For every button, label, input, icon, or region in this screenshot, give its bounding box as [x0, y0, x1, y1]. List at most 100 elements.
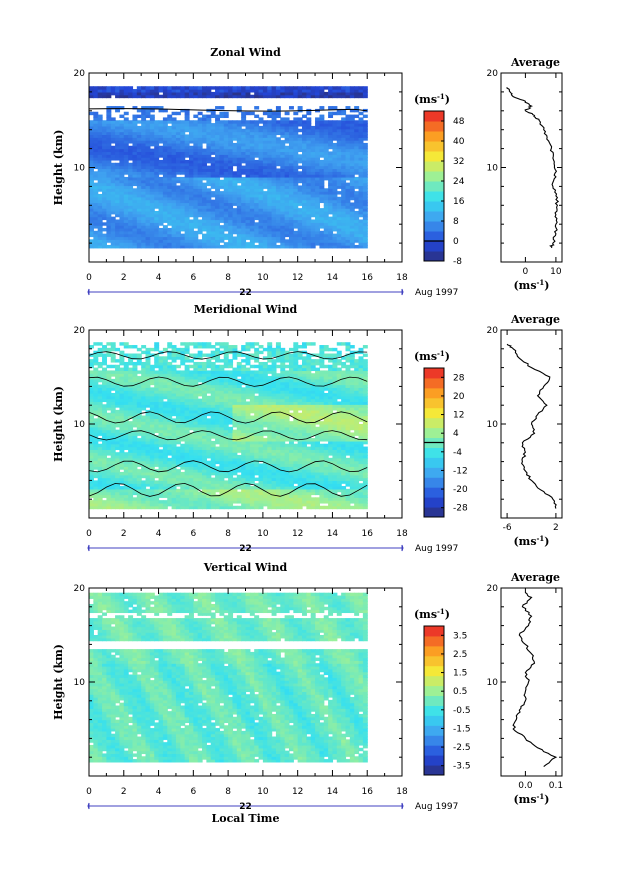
heatmap-cell	[145, 123, 151, 127]
heatmap-cell	[132, 497, 138, 501]
heatmap-cell	[319, 244, 325, 249]
heatmap-cell	[136, 142, 142, 147]
heatmap-cell	[332, 148, 338, 153]
heatmap-cell	[302, 222, 307, 226]
heatmap-cell	[319, 239, 325, 243]
heatmap-cell	[341, 244, 347, 249]
heatmap-cell	[254, 94, 260, 99]
heatmap-cell	[341, 196, 347, 201]
heatmap-cell	[193, 213, 199, 218]
heatmap-cell	[315, 94, 321, 99]
heatmap-cell	[328, 89, 334, 93]
heatmap-cell	[89, 213, 94, 218]
heatmap-cell	[184, 242, 190, 246]
heatmap-cell	[336, 148, 342, 153]
heatmap-cell	[171, 117, 177, 121]
heatmap-cell	[236, 210, 242, 215]
colorbar-segment	[424, 171, 444, 182]
heatmap-cell	[275, 219, 281, 223]
heatmap-cell	[89, 94, 94, 99]
heatmap-cell	[236, 185, 242, 189]
heatmap-cell	[275, 140, 281, 144]
heatmap-cell	[306, 148, 312, 153]
heatmap-cell	[202, 148, 207, 153]
heatmap-cell	[215, 185, 221, 189]
heatmap-cell	[141, 176, 147, 181]
heatmap-cell	[245, 185, 251, 189]
heatmap-cell	[288, 199, 294, 204]
heatmap-cell	[206, 179, 212, 184]
heatmap-cell	[219, 140, 225, 144]
heatmap-cell	[267, 179, 273, 184]
heatmap-cell	[97, 91, 103, 96]
heatmap-cell	[267, 168, 273, 172]
heatmap-cell	[93, 123, 99, 127]
heatmap-cell	[145, 196, 151, 201]
heatmap-cell	[262, 176, 268, 181]
heatmap-cell	[328, 106, 334, 110]
heatmap-cell	[145, 502, 151, 507]
heatmap-cell	[145, 142, 151, 147]
heatmap-cell	[232, 176, 238, 181]
heatmap-cell	[293, 157, 299, 161]
heatmap-cell	[210, 162, 216, 167]
heatmap-cell	[97, 227, 103, 232]
heatmap-cell	[145, 159, 151, 164]
heatmap-cell	[262, 154, 268, 158]
heatmap-cell	[210, 140, 216, 144]
heatmap-cell	[228, 233, 234, 238]
heatmap-cell	[219, 125, 225, 130]
heatmap-cell	[302, 131, 307, 136]
heatmap-cell	[206, 120, 212, 124]
heatmap-cell	[332, 196, 338, 201]
heatmap-cell	[119, 94, 125, 99]
heatmap-cell	[315, 225, 321, 229]
heatmap-cell	[106, 159, 112, 164]
heatmap-cell	[167, 159, 173, 164]
heatmap-cell	[89, 91, 94, 96]
heatmap-cell	[271, 216, 277, 221]
heatmap-cell	[175, 210, 181, 215]
heatmap-cell	[362, 128, 368, 133]
heatmap-cell	[106, 137, 112, 141]
heatmap-cell	[336, 205, 342, 209]
heatmap-cell	[228, 227, 234, 232]
heatmap-cell	[132, 114, 138, 119]
heatmap-cell	[97, 244, 103, 249]
heatmap-cell	[141, 108, 147, 113]
heatmap-cell	[354, 106, 360, 110]
heatmap-cell	[128, 182, 134, 187]
heatmap-cell	[162, 165, 168, 170]
heatmap-cell	[206, 123, 212, 127]
heatmap-cell	[141, 154, 147, 158]
heatmap-cell	[106, 182, 112, 187]
heatmap-cell	[341, 191, 347, 195]
heatmap-cell	[106, 142, 112, 147]
heatmap-cell	[206, 196, 212, 201]
heatmap-cell	[149, 210, 155, 215]
heatmap-cell	[271, 168, 277, 172]
heatmap-cell	[171, 174, 177, 178]
heatmap-cell	[106, 222, 112, 226]
heatmap-cell	[223, 205, 229, 209]
heatmap-cell	[188, 91, 194, 96]
heatmap-cell	[271, 196, 277, 201]
heatmap-cell	[219, 120, 225, 124]
heatmap-cell	[267, 222, 273, 226]
heatmap-cell	[119, 210, 125, 215]
heatmap-cell	[197, 148, 203, 153]
heatmap-cell	[232, 193, 238, 198]
heatmap-cell	[254, 140, 260, 144]
heatmap-cell	[167, 91, 173, 96]
heatmap-cell	[306, 202, 312, 206]
heatmap-cell	[254, 151, 260, 155]
heatmap-cell	[336, 239, 342, 243]
heatmap-cell	[280, 236, 286, 240]
heatmap-cell	[206, 219, 212, 223]
heatmap-cell	[328, 199, 334, 204]
heatmap-cell	[149, 128, 155, 133]
heatmap-cell	[171, 210, 177, 215]
heatmap-cell	[184, 208, 190, 212]
heatmap-cell	[315, 222, 321, 226]
heatmap-cell	[267, 210, 273, 215]
